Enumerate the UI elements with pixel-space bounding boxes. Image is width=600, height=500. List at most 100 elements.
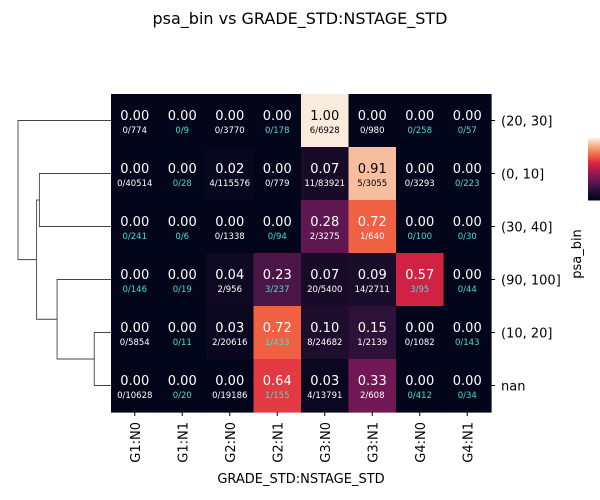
cell-value: 0.00 <box>168 109 197 124</box>
heatmap-cell <box>158 359 207 413</box>
heatmap-cell <box>301 306 350 360</box>
heatmap-cell <box>111 253 160 307</box>
heatmap-cell <box>443 306 492 360</box>
heatmap-cell <box>348 306 397 360</box>
colorbar-segment <box>588 162 600 165</box>
colorbar-segment <box>588 169 600 172</box>
cell-count: 0/258 <box>408 126 433 136</box>
colorbar-segment <box>588 164 600 167</box>
colorbar-segment <box>588 141 600 144</box>
cell-count: 0/143 <box>455 338 480 348</box>
heatmap-cell <box>111 306 160 360</box>
colorbar-segment <box>588 193 600 196</box>
cell-count: 0/57 <box>458 126 477 136</box>
heatmap-cell <box>396 94 445 148</box>
cell-value: 0.00 <box>453 162 482 177</box>
cell-value: 0.00 <box>453 215 482 230</box>
colorbar-segment <box>588 156 600 159</box>
cell-value: 0.00 <box>168 162 197 177</box>
cell-count: 0/6 <box>175 232 189 242</box>
cell-count: 5/3055 <box>357 179 387 189</box>
cell-count: 0/34 <box>458 391 477 401</box>
colorbar-segment <box>588 158 600 161</box>
cell-value: 0.00 <box>168 268 197 283</box>
heatmap-cell <box>253 94 302 148</box>
cell-count: 0/223 <box>455 179 480 189</box>
cell-count: 0/241 <box>123 232 148 242</box>
heatmap-cell <box>206 200 255 254</box>
heatmap-cell <box>443 253 492 307</box>
cell-value: 0.07 <box>310 268 339 283</box>
colorbar-segment <box>588 195 600 198</box>
heatmap-cell <box>158 147 207 201</box>
heatmap-cell <box>301 94 350 148</box>
colorbar-segment <box>588 150 600 153</box>
cell-count: 1/433 <box>265 338 290 348</box>
cell-value: 0.57 <box>405 268 434 283</box>
cell-count: 0/19186 <box>212 391 247 401</box>
cell-value: 0.00 <box>120 321 149 336</box>
heatmap-cell <box>443 94 492 148</box>
cell-value: 0.00 <box>215 215 244 230</box>
cell-count: 0/94 <box>268 232 287 242</box>
cell-value: 0.00 <box>453 321 482 336</box>
heatmap-cell <box>206 94 255 148</box>
heatmap-cell <box>253 306 302 360</box>
heatmap-cell <box>111 94 160 148</box>
heatmap-cell <box>396 200 445 254</box>
colorbar-segment <box>588 167 600 170</box>
heatmap-cell <box>158 253 207 307</box>
cell-value: 0.09 <box>358 268 387 283</box>
chart-title: psa_bin vs GRADE_STD:NSTAGE_STD <box>153 9 448 29</box>
column-tick-label: G2:N0 <box>224 422 239 463</box>
cell-value: 0.00 <box>405 374 434 389</box>
cell-value: 0.04 <box>215 268 244 283</box>
row-tick-label: (20, 30] <box>501 115 553 130</box>
heatmap-cell <box>253 200 302 254</box>
colorbar-segment <box>588 142 600 145</box>
cell-count: 6/6928 <box>310 126 340 136</box>
cell-value: 0.07 <box>310 162 339 177</box>
cell-value: 0.23 <box>263 268 292 283</box>
cell-value: 0.00 <box>168 321 197 336</box>
heatmap-cell <box>111 147 160 201</box>
cell-count: 2/20616 <box>212 338 247 348</box>
heatmap-cell <box>301 359 350 413</box>
heatmap-cell <box>396 253 445 307</box>
colorbar-segment <box>588 147 600 150</box>
dendrogram-link <box>17 120 111 261</box>
cell-value: 0.00 <box>405 215 434 230</box>
cell-count: 0/3770 <box>215 126 245 136</box>
column-tick-labels: G1:N0 G1:N1 G2:N0 G2:N1 G3:N0 G3:N1 G4:N0 G4:N1 <box>129 412 476 463</box>
heatmap-cell <box>253 359 302 413</box>
colorbar-segment <box>588 144 600 147</box>
cell-count: 0/178 <box>265 126 290 136</box>
cell-count: 0/20 <box>173 391 192 401</box>
cell-count: 0/19 <box>173 285 192 295</box>
cell-count: 4/115576 <box>209 179 250 189</box>
colorbar-segment <box>588 172 600 175</box>
heatmap-cell <box>206 359 255 413</box>
cell-value: 0.03 <box>310 374 339 389</box>
cell-value: 0.00 <box>120 109 149 124</box>
cell-count: 14/2711 <box>355 285 390 295</box>
colorbar-segment <box>588 175 600 178</box>
cell-count: 0/3293 <box>405 179 435 189</box>
cell-count: 0/100 <box>408 232 433 242</box>
colorbar-segment <box>588 151 600 154</box>
cell-count: 0/10628 <box>117 391 152 401</box>
column-tick-label: G1:N0 <box>129 422 144 463</box>
column-tick-label: G3:N1 <box>366 422 381 463</box>
colorbar-segment <box>588 184 600 187</box>
cell-count: 0/146 <box>123 285 148 295</box>
dendrogram-link <box>93 332 111 386</box>
row-tick-label: (90, 100] <box>501 274 561 289</box>
x-axis-label: GRADE_STD:NSTAGE_STD <box>217 472 384 487</box>
colorbar-segment <box>588 182 600 185</box>
colorbar-segment <box>588 181 600 184</box>
heatmap-cell <box>348 359 397 413</box>
heatmap-cell <box>301 147 350 201</box>
cell-value: 0.00 <box>120 268 149 283</box>
colorbar <box>588 138 600 201</box>
cell-count: 11/83921 <box>304 179 345 189</box>
